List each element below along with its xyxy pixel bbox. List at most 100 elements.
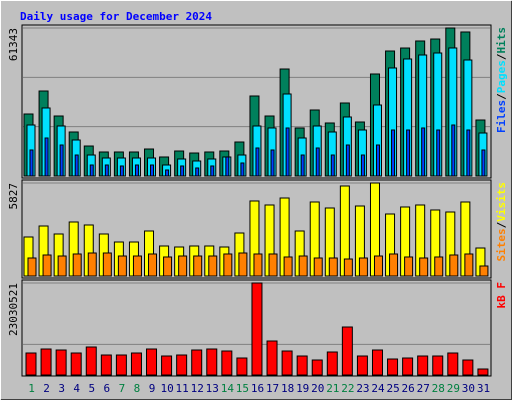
x-tick-label: 2 xyxy=(43,382,50,395)
bar xyxy=(447,352,459,376)
bar xyxy=(298,255,308,277)
bar xyxy=(341,326,353,376)
bar xyxy=(477,368,489,376)
bar xyxy=(176,354,188,376)
bar xyxy=(130,352,142,376)
legend: Sites/Visits xyxy=(495,182,508,262)
x-tick-label: 9 xyxy=(149,382,156,395)
legend-entry: Files xyxy=(495,100,508,133)
y-axis-max-label: 5827 xyxy=(7,183,20,210)
bar xyxy=(387,358,399,376)
bar xyxy=(221,350,233,376)
x-tick-label: 3 xyxy=(58,382,65,395)
y-axis-max-label: 23030521 xyxy=(7,283,20,336)
x-tick-label: 10 xyxy=(160,382,173,395)
bar xyxy=(40,348,52,376)
bar xyxy=(417,355,429,376)
bar xyxy=(191,349,203,376)
bar xyxy=(375,144,380,177)
x-tick-label: 1 xyxy=(28,382,35,395)
bar xyxy=(119,165,124,177)
bar xyxy=(343,258,353,277)
bar xyxy=(300,154,305,177)
bar xyxy=(432,355,444,376)
x-tick-label: 18 xyxy=(281,382,294,395)
bar xyxy=(134,164,139,177)
bar xyxy=(44,137,49,177)
bar xyxy=(421,127,426,177)
bar xyxy=(132,255,142,277)
x-tick-label: 7 xyxy=(119,382,126,395)
bar xyxy=(89,164,94,177)
x-tick-label: 23 xyxy=(356,382,369,395)
bar xyxy=(285,127,290,177)
bar xyxy=(238,252,248,277)
bar xyxy=(311,359,323,376)
legend-entry: kB F xyxy=(495,282,508,309)
x-tick-label: 27 xyxy=(417,382,430,395)
x-tick-label: 26 xyxy=(402,382,415,395)
bar xyxy=(102,252,112,277)
bar xyxy=(117,255,127,277)
x-tick-label: 13 xyxy=(206,382,219,395)
bar xyxy=(29,149,34,177)
bar xyxy=(163,256,173,277)
x-tick-label: 30 xyxy=(462,382,475,395)
bar xyxy=(253,253,263,277)
bar xyxy=(466,129,471,177)
bar xyxy=(373,255,383,277)
bar xyxy=(436,129,441,177)
bar xyxy=(255,147,260,177)
legend-separator: / xyxy=(495,53,508,60)
bar xyxy=(389,253,399,277)
x-tick-label: 20 xyxy=(311,382,324,395)
chart-title: Daily usage for December 2024 xyxy=(20,10,212,23)
legend-entry: Pages xyxy=(495,60,508,93)
bar xyxy=(402,357,414,376)
bar xyxy=(178,255,188,277)
bar xyxy=(296,355,308,376)
bar xyxy=(371,349,383,376)
y-axis-max-label: 61343 xyxy=(7,28,20,61)
x-tick-label: 15 xyxy=(236,382,249,395)
bar xyxy=(236,357,248,376)
bar xyxy=(146,348,158,376)
bar xyxy=(100,354,112,376)
bar xyxy=(360,154,365,177)
bar xyxy=(464,253,474,277)
bar xyxy=(193,255,203,277)
bar xyxy=(251,282,263,376)
bar xyxy=(72,253,82,277)
x-tick-label: 4 xyxy=(73,382,80,395)
bar xyxy=(115,354,127,376)
x-tick-label: 21 xyxy=(326,382,339,395)
x-tick-label: 25 xyxy=(386,382,399,395)
bar xyxy=(328,257,338,277)
bar xyxy=(451,124,456,177)
bar xyxy=(281,350,293,376)
bar xyxy=(25,352,37,376)
bar xyxy=(481,149,486,177)
bar xyxy=(195,167,200,177)
bar xyxy=(59,144,64,177)
bar xyxy=(358,257,368,277)
bar xyxy=(419,257,429,277)
bar xyxy=(240,162,245,177)
bar xyxy=(356,355,368,376)
x-tick-label: 16 xyxy=(251,382,264,395)
bar xyxy=(266,340,278,376)
bar xyxy=(210,165,215,177)
x-tick-label: 29 xyxy=(447,382,460,395)
legend-entry: Sites xyxy=(495,228,508,261)
x-tick-label: 19 xyxy=(296,382,309,395)
bar xyxy=(74,154,79,177)
bar xyxy=(42,254,52,277)
bar xyxy=(208,255,218,277)
bar xyxy=(104,164,109,177)
legend-entry: Visits xyxy=(495,182,508,222)
x-tick-label: 8 xyxy=(134,382,141,395)
bar xyxy=(391,129,396,177)
x-tick-label: 31 xyxy=(477,382,490,395)
bar xyxy=(434,256,444,277)
